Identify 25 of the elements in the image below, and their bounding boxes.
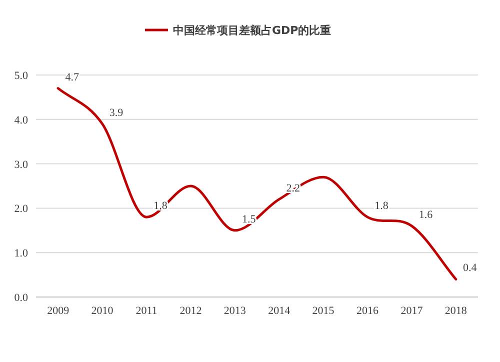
- x-tick-label: 2018: [444, 305, 468, 317]
- data-label: 0.4: [463, 262, 478, 274]
- x-tick-label: 2016: [356, 305, 379, 317]
- y-tick-label: 5.0: [14, 70, 28, 82]
- line-series: [56, 87, 458, 280]
- data-label: 4.7: [65, 71, 80, 84]
- legend: 中国经常项目差额占GDP的比重: [145, 24, 332, 37]
- y-tick-label: 1.0: [14, 248, 28, 260]
- y-tick-label: 2.0: [14, 203, 28, 216]
- data-label: 1.5: [242, 213, 256, 226]
- x-tick-label: 2009: [47, 305, 70, 317]
- data-label: 1.6: [418, 208, 434, 221]
- data-label: 3.9: [109, 106, 124, 119]
- x-tick-label: 2014: [268, 305, 291, 317]
- data-label: 1.8: [374, 200, 389, 212]
- y-tick-label: 0.0: [14, 292, 28, 304]
- y-tick-label: 4.0: [14, 114, 28, 126]
- x-tick-label: 2010: [91, 305, 114, 317]
- y-tick-label: 3.0: [14, 158, 28, 171]
- x-tick-label: 2017: [400, 305, 424, 317]
- x-tick-label: 2013: [224, 305, 246, 317]
- legend-label: 中国经常项目差额占GDP的比重: [173, 24, 332, 37]
- x-tick-label: 2011: [136, 305, 158, 317]
- x-tick-label: 2012: [180, 305, 202, 317]
- x-tick-label: 2015: [312, 305, 335, 317]
